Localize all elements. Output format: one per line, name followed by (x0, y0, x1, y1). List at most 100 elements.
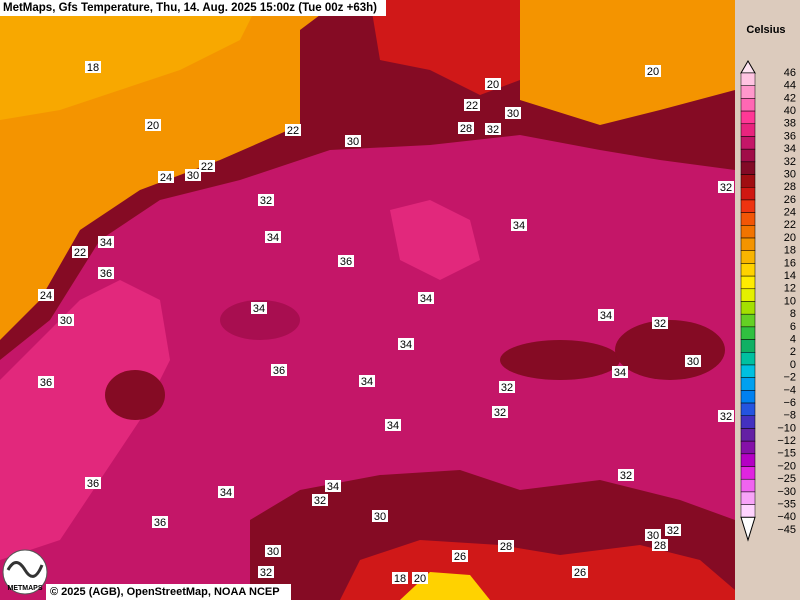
contour-label-box (718, 181, 734, 193)
colorbar-swatch (740, 98, 756, 112)
legend-label: −25 (777, 473, 796, 485)
legend-label: −20 (777, 460, 796, 472)
contour-label-box (458, 122, 474, 134)
legend-label: 16 (784, 257, 796, 269)
colorbar-swatch (740, 504, 756, 518)
contour-label-box (85, 477, 101, 489)
legend-label: 24 (784, 207, 796, 219)
contour-label-box (265, 545, 281, 557)
contour-label-box (152, 516, 168, 528)
contour-label-box (158, 171, 174, 183)
colorbar-swatch (740, 174, 756, 188)
colorbar-swatch (740, 72, 756, 86)
contour-label-box (345, 135, 361, 147)
contour-label: 24 (160, 172, 172, 184)
contour-label-box (598, 309, 614, 321)
contour-label-box (652, 317, 668, 329)
legend-label: 40 (784, 105, 796, 117)
contour-label: 34 (513, 220, 525, 232)
contour-label-box (498, 540, 514, 552)
contour-label: 22 (201, 161, 213, 173)
very-hot-region (0, 135, 735, 600)
contour-label-box (85, 61, 101, 73)
contour-label-box (492, 406, 508, 418)
legend-label: 42 (784, 92, 796, 104)
contour-label-box (418, 292, 434, 304)
contour-label: 22 (74, 247, 86, 259)
contour-label-box (38, 376, 54, 388)
colorbar-swatch (740, 161, 756, 175)
contour-label: 36 (154, 517, 166, 529)
colorbar-swatch (740, 478, 756, 493)
legend-label: −12 (777, 435, 796, 447)
legend-label: −35 (777, 499, 796, 511)
colorbar-swatch (740, 390, 756, 404)
colorbar-swatch (740, 352, 756, 366)
contour-label-box (38, 289, 54, 301)
contour-label-box (505, 107, 521, 119)
contour-label-box (338, 255, 354, 267)
contour-label: 34 (387, 420, 399, 432)
legend-label: 0 (790, 359, 796, 371)
contour-label-box (359, 375, 375, 387)
contour-label: 32 (314, 495, 326, 507)
contour-label: 28 (654, 540, 666, 552)
colorbar-swatch (740, 85, 756, 99)
hot-patch (105, 370, 165, 420)
colorbar-swatch (740, 313, 756, 328)
contour-label: 36 (87, 478, 99, 490)
contour-label: 26 (574, 567, 586, 579)
legend-label: −4 (783, 384, 796, 396)
contour-label-box (98, 267, 114, 279)
legend-unit: Celsius (746, 24, 785, 36)
contour-label-box (312, 494, 328, 506)
contour-label: 34 (400, 339, 412, 351)
colorbar-swatch (740, 288, 756, 302)
colorbar-swatch (740, 377, 756, 391)
contour-label-box (572, 566, 588, 578)
contour-label-box (412, 572, 428, 584)
logo-text: METMAPS (8, 585, 43, 592)
contour-label-box (718, 410, 734, 422)
hot-patch (370, 0, 520, 95)
contour-label: 36 (273, 365, 285, 377)
legend-label: 38 (784, 118, 796, 130)
contour-label-box (251, 302, 267, 314)
contour-label-box (98, 236, 114, 248)
legend-label: 6 (790, 321, 796, 333)
contour-label: 34 (267, 232, 279, 244)
contour-label: 22 (287, 125, 299, 137)
contour-label: 32 (260, 567, 272, 579)
contour-label: 28 (460, 123, 472, 135)
contour-label-box (652, 539, 668, 551)
contour-label-box (645, 529, 661, 541)
contour-label: 20 (647, 66, 659, 78)
contour-label-box (265, 231, 281, 243)
title-box (0, 0, 386, 16)
colorbar-swatch (740, 110, 756, 125)
contour-label: 34 (420, 293, 432, 305)
contour-label-box (485, 123, 501, 135)
contour-label-box (218, 486, 234, 498)
mild-region (0, 0, 260, 120)
contour-label-box (612, 366, 628, 378)
legend-label: 4 (790, 333, 796, 345)
contour-label: 36 (40, 377, 52, 389)
contour-label-box (199, 160, 215, 172)
legend-label: −40 (777, 511, 796, 523)
contour-label: 30 (187, 170, 199, 182)
colorbar-swatch (740, 263, 756, 277)
hot-patch (615, 320, 725, 380)
contour-label: 28 (500, 541, 512, 553)
legend-label: 2 (790, 346, 796, 358)
contour-label-box (58, 314, 74, 326)
legend-label: 20 (784, 232, 796, 244)
contour-label: 30 (267, 546, 279, 558)
colorbar-swatch (740, 301, 756, 315)
colorbar-swatch (740, 491, 756, 505)
contour-label: 30 (647, 530, 659, 542)
colorbar-swatch (740, 250, 756, 264)
contour-label: 18 (394, 573, 406, 585)
contour-label: 32 (720, 182, 732, 194)
